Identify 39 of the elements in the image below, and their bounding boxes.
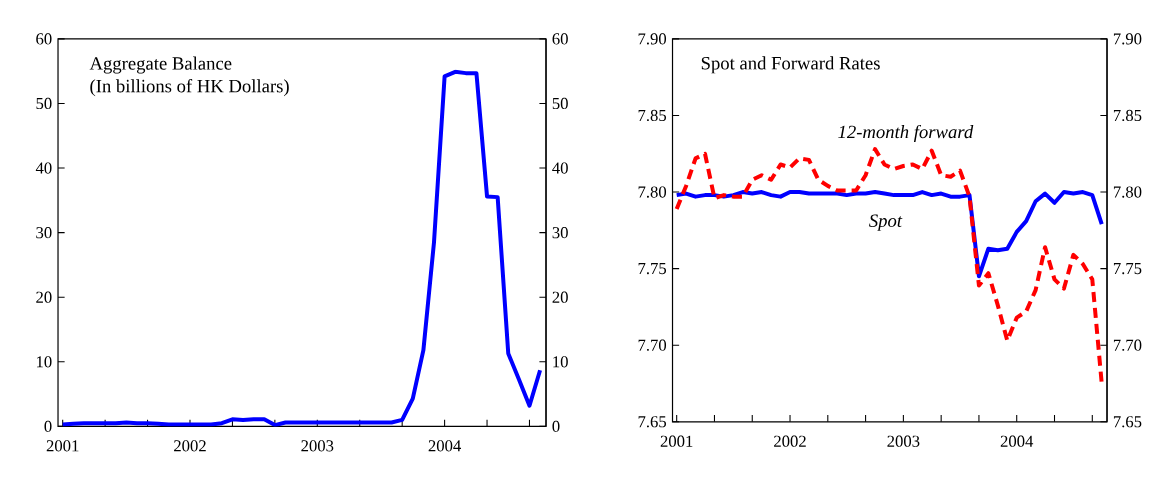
- y2-tick-label: 7.85: [1113, 109, 1142, 122]
- y-tick-label: 50: [36, 97, 52, 110]
- x-tick-label: 2004: [1000, 435, 1034, 447]
- y2-tick-label: 40: [552, 162, 568, 174]
- text: (In billions of HK Dollars): [90, 79, 289, 97]
- x-tick-label: 2001: [46, 440, 79, 452]
- y2-tick-label: 50: [552, 97, 568, 110]
- y2-tick-label: 0: [552, 420, 560, 433]
- y2-tick-label: 60: [552, 33, 568, 45]
- series-label: 12-month forward: [838, 124, 974, 143]
- y2-tick-label: 7.90: [1113, 33, 1142, 45]
- x-tick-label: 2003: [887, 435, 920, 447]
- y2-tick-label: 7.65: [1113, 416, 1142, 428]
- text: Aggregate Balance: [89, 56, 232, 74]
- y2-tick-label: 10: [553, 356, 568, 368]
- y2-tick-label: 20: [552, 291, 568, 303]
- y-tick-label: 7.75: [638, 263, 667, 275]
- x-tick-label: 2003: [301, 440, 334, 452]
- y-tick-label: 60: [36, 33, 52, 45]
- y-tick-label: 0: [44, 420, 52, 433]
- y2-tick-label: 7.75: [1113, 263, 1142, 275]
- text: Spot and Forward Rates: [701, 56, 880, 74]
- x-tick-label: 2004: [428, 440, 462, 452]
- y-tick-label: 40: [35, 162, 52, 174]
- y-tick-label: 20: [36, 291, 52, 303]
- y-tick-label: 7.70: [638, 339, 667, 351]
- x-tick-label: 2001: [660, 435, 693, 447]
- y-tick-label: 7.80: [638, 186, 667, 198]
- y-tick-label: 30: [36, 227, 52, 239]
- x-tick-label: 2002: [774, 435, 806, 447]
- y-tick-label: 10: [36, 356, 52, 368]
- y2-tick-label: 7.80: [1113, 186, 1142, 198]
- y-tick-label: 7.65: [638, 416, 667, 428]
- y2-tick-label: 7.70: [1113, 339, 1142, 351]
- x-tick-label: 2002: [174, 440, 206, 452]
- y-tick-label: 7.85: [638, 109, 667, 122]
- y-tick-label: 7.90: [638, 33, 667, 45]
- series-label: Spot: [869, 214, 903, 231]
- y2-tick-label: 30: [552, 227, 568, 239]
